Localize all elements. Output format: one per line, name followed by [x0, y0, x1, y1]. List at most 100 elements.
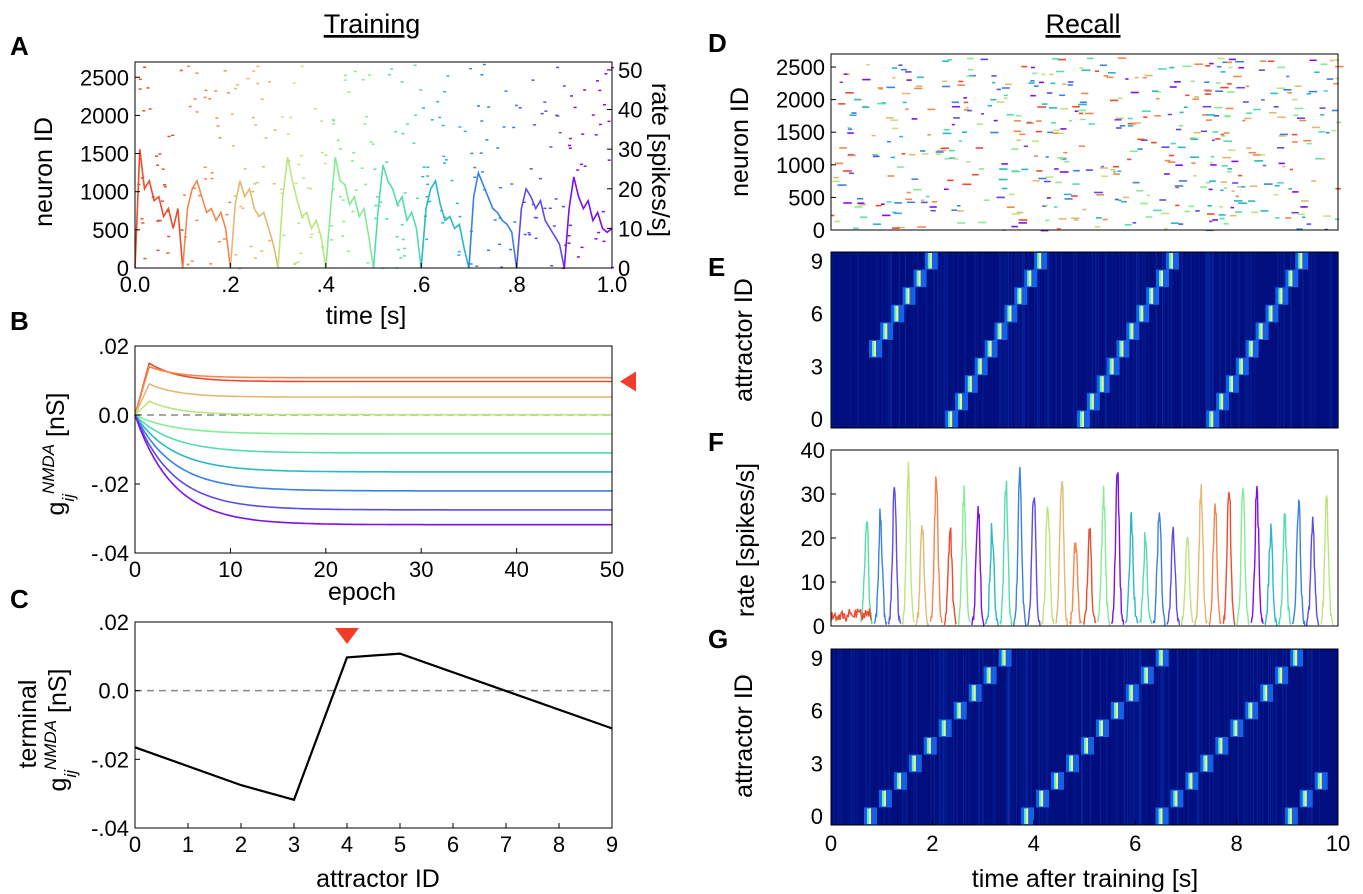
- spike-mark: [186, 263, 190, 266]
- spike-mark: [913, 188, 922, 191]
- spike-mark: [443, 91, 447, 93]
- panel-a-ylabel: neuron ID: [30, 117, 58, 227]
- heatmap-noise: [1160, 649, 1162, 825]
- spike-mark: [962, 131, 968, 133]
- spike-mark: [364, 183, 368, 186]
- heatmap-noise: [947, 252, 949, 428]
- spike-mark: [930, 209, 936, 212]
- spike-mark: [481, 171, 484, 173]
- spike-mark: [190, 260, 194, 262]
- heatmap-noise: [1250, 649, 1252, 825]
- spike-mark: [528, 234, 532, 236]
- spike-mark: [1004, 94, 1008, 97]
- spike-mark: [1060, 158, 1066, 161]
- spike-mark: [886, 86, 896, 89]
- spike-mark: [951, 101, 959, 104]
- spike-mark: [512, 126, 516, 129]
- x-tick-label: 1: [182, 832, 194, 857]
- rate-trace-baseline: [830, 608, 873, 623]
- heatmap-noise: [1025, 649, 1027, 825]
- heatmap-noise: [1012, 649, 1014, 825]
- spike-mark: [203, 166, 207, 169]
- heatmap-noise: [1019, 649, 1022, 825]
- spike-mark: [604, 73, 608, 75]
- spike-mark: [900, 68, 907, 71]
- spike-mark: [1226, 61, 1232, 64]
- heatmap-noise: [1023, 252, 1025, 428]
- heatmap-noise: [1176, 649, 1178, 825]
- spike-mark: [1249, 185, 1258, 187]
- spike-mark: [1143, 116, 1148, 118]
- spike-mark: [1222, 156, 1232, 159]
- spike-mark: [228, 201, 232, 204]
- spike-mark: [1246, 112, 1252, 114]
- spike-mark: [1081, 69, 1091, 72]
- spike-mark: [1085, 112, 1094, 115]
- spike-mark: [1102, 218, 1108, 221]
- activation-cell-peak: [1221, 393, 1224, 410]
- spike-mark: [1094, 226, 1101, 228]
- heatmap-noise: [1140, 649, 1142, 825]
- rate-trace: [901, 461, 915, 625]
- heatmap-noise: [1253, 649, 1255, 825]
- spike-mark: [1067, 84, 1073, 86]
- spike-mark: [1326, 131, 1330, 134]
- spike-mark: [1053, 206, 1058, 208]
- spike-mark: [1194, 96, 1199, 98]
- heatmap-noise: [1006, 649, 1008, 825]
- y-tick-label: 2500: [776, 55, 825, 80]
- spike-mark: [208, 98, 212, 100]
- spike-mark: [1244, 117, 1252, 120]
- heatmap-noise: [912, 252, 914, 428]
- spike-mark: [374, 204, 378, 207]
- spike-mark: [1140, 202, 1148, 205]
- spike-mark: [1210, 155, 1215, 158]
- spike-mark: [949, 157, 956, 159]
- heatmap-noise: [888, 649, 890, 825]
- heatmap-noise: [1142, 252, 1144, 428]
- spike-mark: [1220, 133, 1224, 136]
- spike-mark: [214, 90, 218, 92]
- spike-mark: [966, 57, 974, 60]
- spike-mark: [1078, 103, 1087, 106]
- spike-mark: [399, 257, 403, 259]
- heatmap-noise: [1181, 252, 1183, 428]
- panel-e-recall-heatmap: attractor ID 0 3 6 9: [730, 249, 1339, 432]
- y-tick-label-right: 20: [618, 177, 642, 202]
- heatmap-noise: [898, 252, 901, 428]
- heatmap-noise: [1301, 252, 1304, 428]
- y-tick-label: .02: [98, 334, 129, 359]
- spike-mark: [241, 207, 245, 209]
- spike-mark: [390, 68, 393, 70]
- heatmap-noise: [982, 649, 984, 825]
- spike-mark: [872, 223, 881, 225]
- spike-mark: [854, 206, 863, 208]
- x-tick-label: 6: [447, 832, 459, 857]
- spike-mark: [1019, 133, 1026, 136]
- spike-mark: [188, 105, 192, 108]
- marker-triangle: [335, 628, 359, 644]
- panel-c-frame: [134, 621, 613, 829]
- activation-cell-peak: [928, 738, 931, 754]
- heatmap-noise: [902, 649, 904, 825]
- panel-g-recall-heatmap: attractor ID time after training [s] 0 3 6…: [730, 646, 1350, 893]
- spike-mark: [951, 209, 958, 211]
- spike-mark: [942, 60, 949, 62]
- spike-mark: [204, 89, 208, 92]
- spike-mark: [342, 220, 346, 223]
- spike-mark: [343, 79, 347, 81]
- spike-mark: [862, 78, 871, 81]
- spike-mark: [906, 191, 911, 194]
- spike-mark: [583, 165, 587, 167]
- spike-mark: [1114, 198, 1119, 201]
- recall-heading: Recall: [1045, 9, 1120, 39]
- spike-mark: [1079, 112, 1084, 115]
- heatmap-noise: [982, 252, 984, 428]
- spike-mark: [573, 106, 577, 109]
- heatmap-noise: [1142, 252, 1144, 428]
- heatmap-noise: [857, 252, 859, 428]
- heatmap-noise: [925, 252, 927, 428]
- heatmap-noise: [1238, 252, 1240, 428]
- heatmap-noise: [1207, 252, 1209, 428]
- rate-trace: [1068, 542, 1082, 625]
